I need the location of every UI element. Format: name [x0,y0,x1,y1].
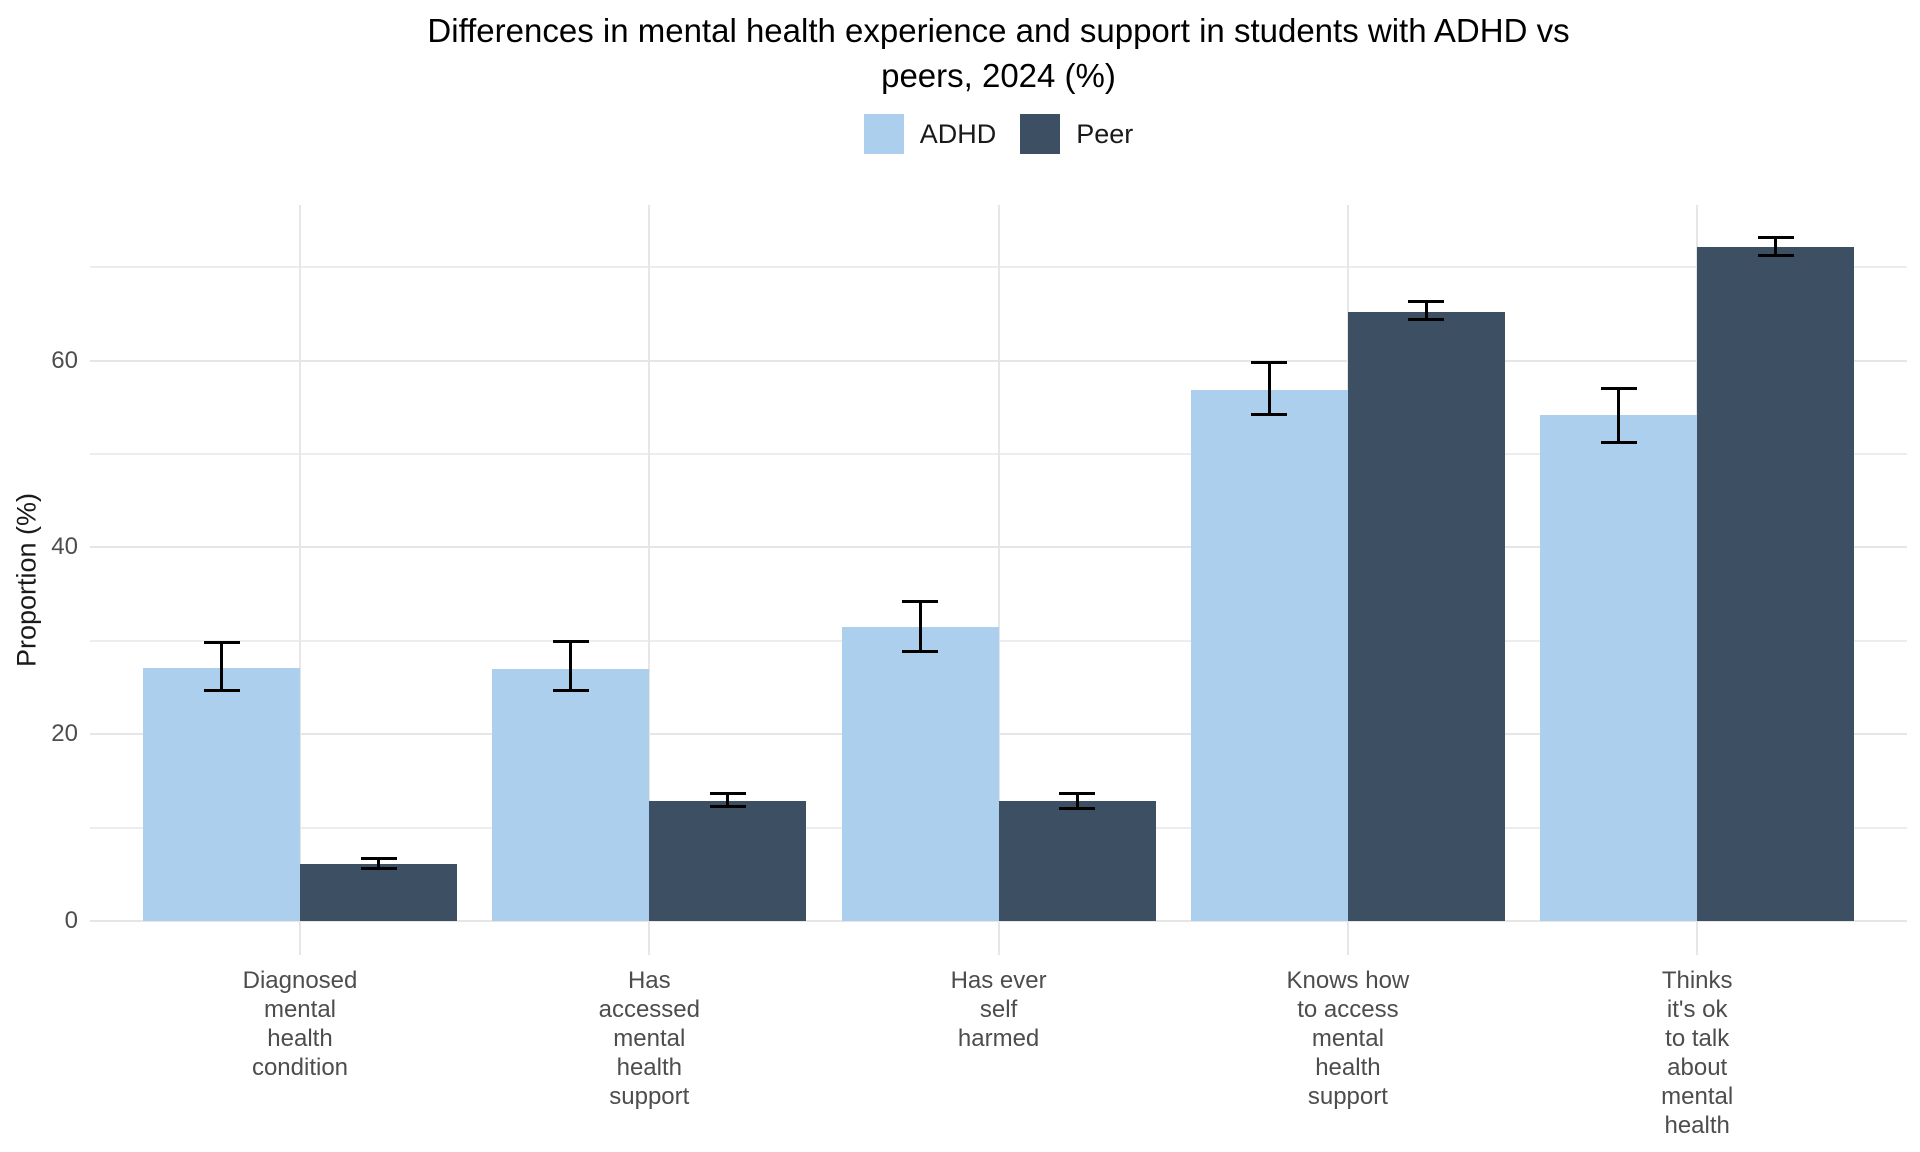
error-bar-cap-bottom-peer-2 [709,804,746,808]
x-category-label-2: Has accessed mental health support [598,967,700,1110]
bar-peer-2 [649,801,807,921]
legend-item-adhd: ADHD [863,114,997,154]
error-bar-cap-bottom-peer-3 [1059,807,1096,811]
plot-panel [90,205,1907,955]
error-bar-cap-bottom-adhd-2 [552,688,589,692]
error-bar-cap-top-adhd-2 [552,640,589,644]
error-bar-cap-bottom-peer-5 [1757,254,1794,258]
error-bar-cap-top-adhd-1 [203,641,240,645]
error-bar-cap-bottom-adhd-4 [1251,413,1288,417]
error-bar-cap-bottom-peer-1 [360,867,397,871]
gridline-x-category-1 [299,205,301,955]
error-bar-line-peer-3 [1075,793,1079,809]
gridline-x-category-3 [997,205,1000,955]
bar-peer-5 [1697,246,1855,921]
bar-adhd-1 [143,667,300,921]
bar-adhd-3 [841,626,999,921]
bar-peer-3 [998,801,1156,921]
error-bar-cap-top-adhd-4 [1251,360,1288,364]
error-bar-line-peer-4 [1424,301,1428,320]
legend-key-peer [1020,114,1061,154]
x-category-label-3: Has ever self harmed [950,967,1047,1052]
chart-title: Differences in mental health experience … [90,8,1907,98]
error-bar-line-adhd-5 [1617,388,1621,443]
x-category-label-1: Diagnosed mental health condition [242,967,358,1081]
chart-title-line-2: peers, 2024 (%) [881,57,1116,94]
error-bar-cap-top-adhd-3 [902,600,939,604]
y-tick-label-40: 40 [51,533,78,561]
error-bar-line-adhd-4 [1267,362,1271,415]
error-bar-cap-bottom-adhd-5 [1600,441,1637,445]
legend-item-peer: Peer [1020,114,1133,154]
legend-key-adhd [863,114,904,154]
error-bar-line-adhd-3 [918,601,922,652]
error-bar-cap-bottom-peer-4 [1408,318,1445,321]
error-bar-line-adhd-1 [220,642,223,691]
y-tick-label-20: 20 [51,720,78,748]
chart-title-line-1: Differences in mental health experience … [427,12,1570,49]
y-axis-title: Proportion (%) [11,492,42,668]
error-bar-line-adhd-2 [569,641,573,691]
x-category-label-5: Thinks it's ok to talk about mental health [1661,967,1734,1139]
gridline-x-category-2 [648,205,651,955]
error-bar-cap-top-peer-3 [1059,792,1096,796]
y-tick-label-0: 0 [64,907,78,934]
error-bar-cap-bottom-adhd-3 [902,649,939,653]
bar-peer-1 [300,864,457,921]
error-bar-cap-top-peer-2 [709,791,746,795]
legend-label-peer: Peer [1076,118,1134,149]
legend: ADHD Peer [90,110,1907,158]
error-bar-line-peer-1 [377,858,380,869]
error-bar-line-peer-5 [1774,237,1778,256]
error-bar-cap-top-peer-1 [360,856,397,860]
bar-peer-4 [1347,312,1505,921]
bar-adhd-4 [1190,390,1348,921]
error-bar-cap-top-peer-5 [1757,235,1794,239]
legend-label-adhd: ADHD [919,118,997,149]
y-tick-label-60: 60 [51,346,78,374]
error-bar-cap-top-adhd-5 [1600,387,1637,391]
bar-adhd-2 [492,668,650,921]
error-bar-line-peer-2 [726,793,730,807]
error-bar-cap-bottom-adhd-1 [203,688,240,692]
x-category-label-4: Knows how to access mental health support [1286,967,1410,1110]
error-bar-cap-top-peer-4 [1408,300,1445,304]
bar-adhd-5 [1540,414,1698,921]
